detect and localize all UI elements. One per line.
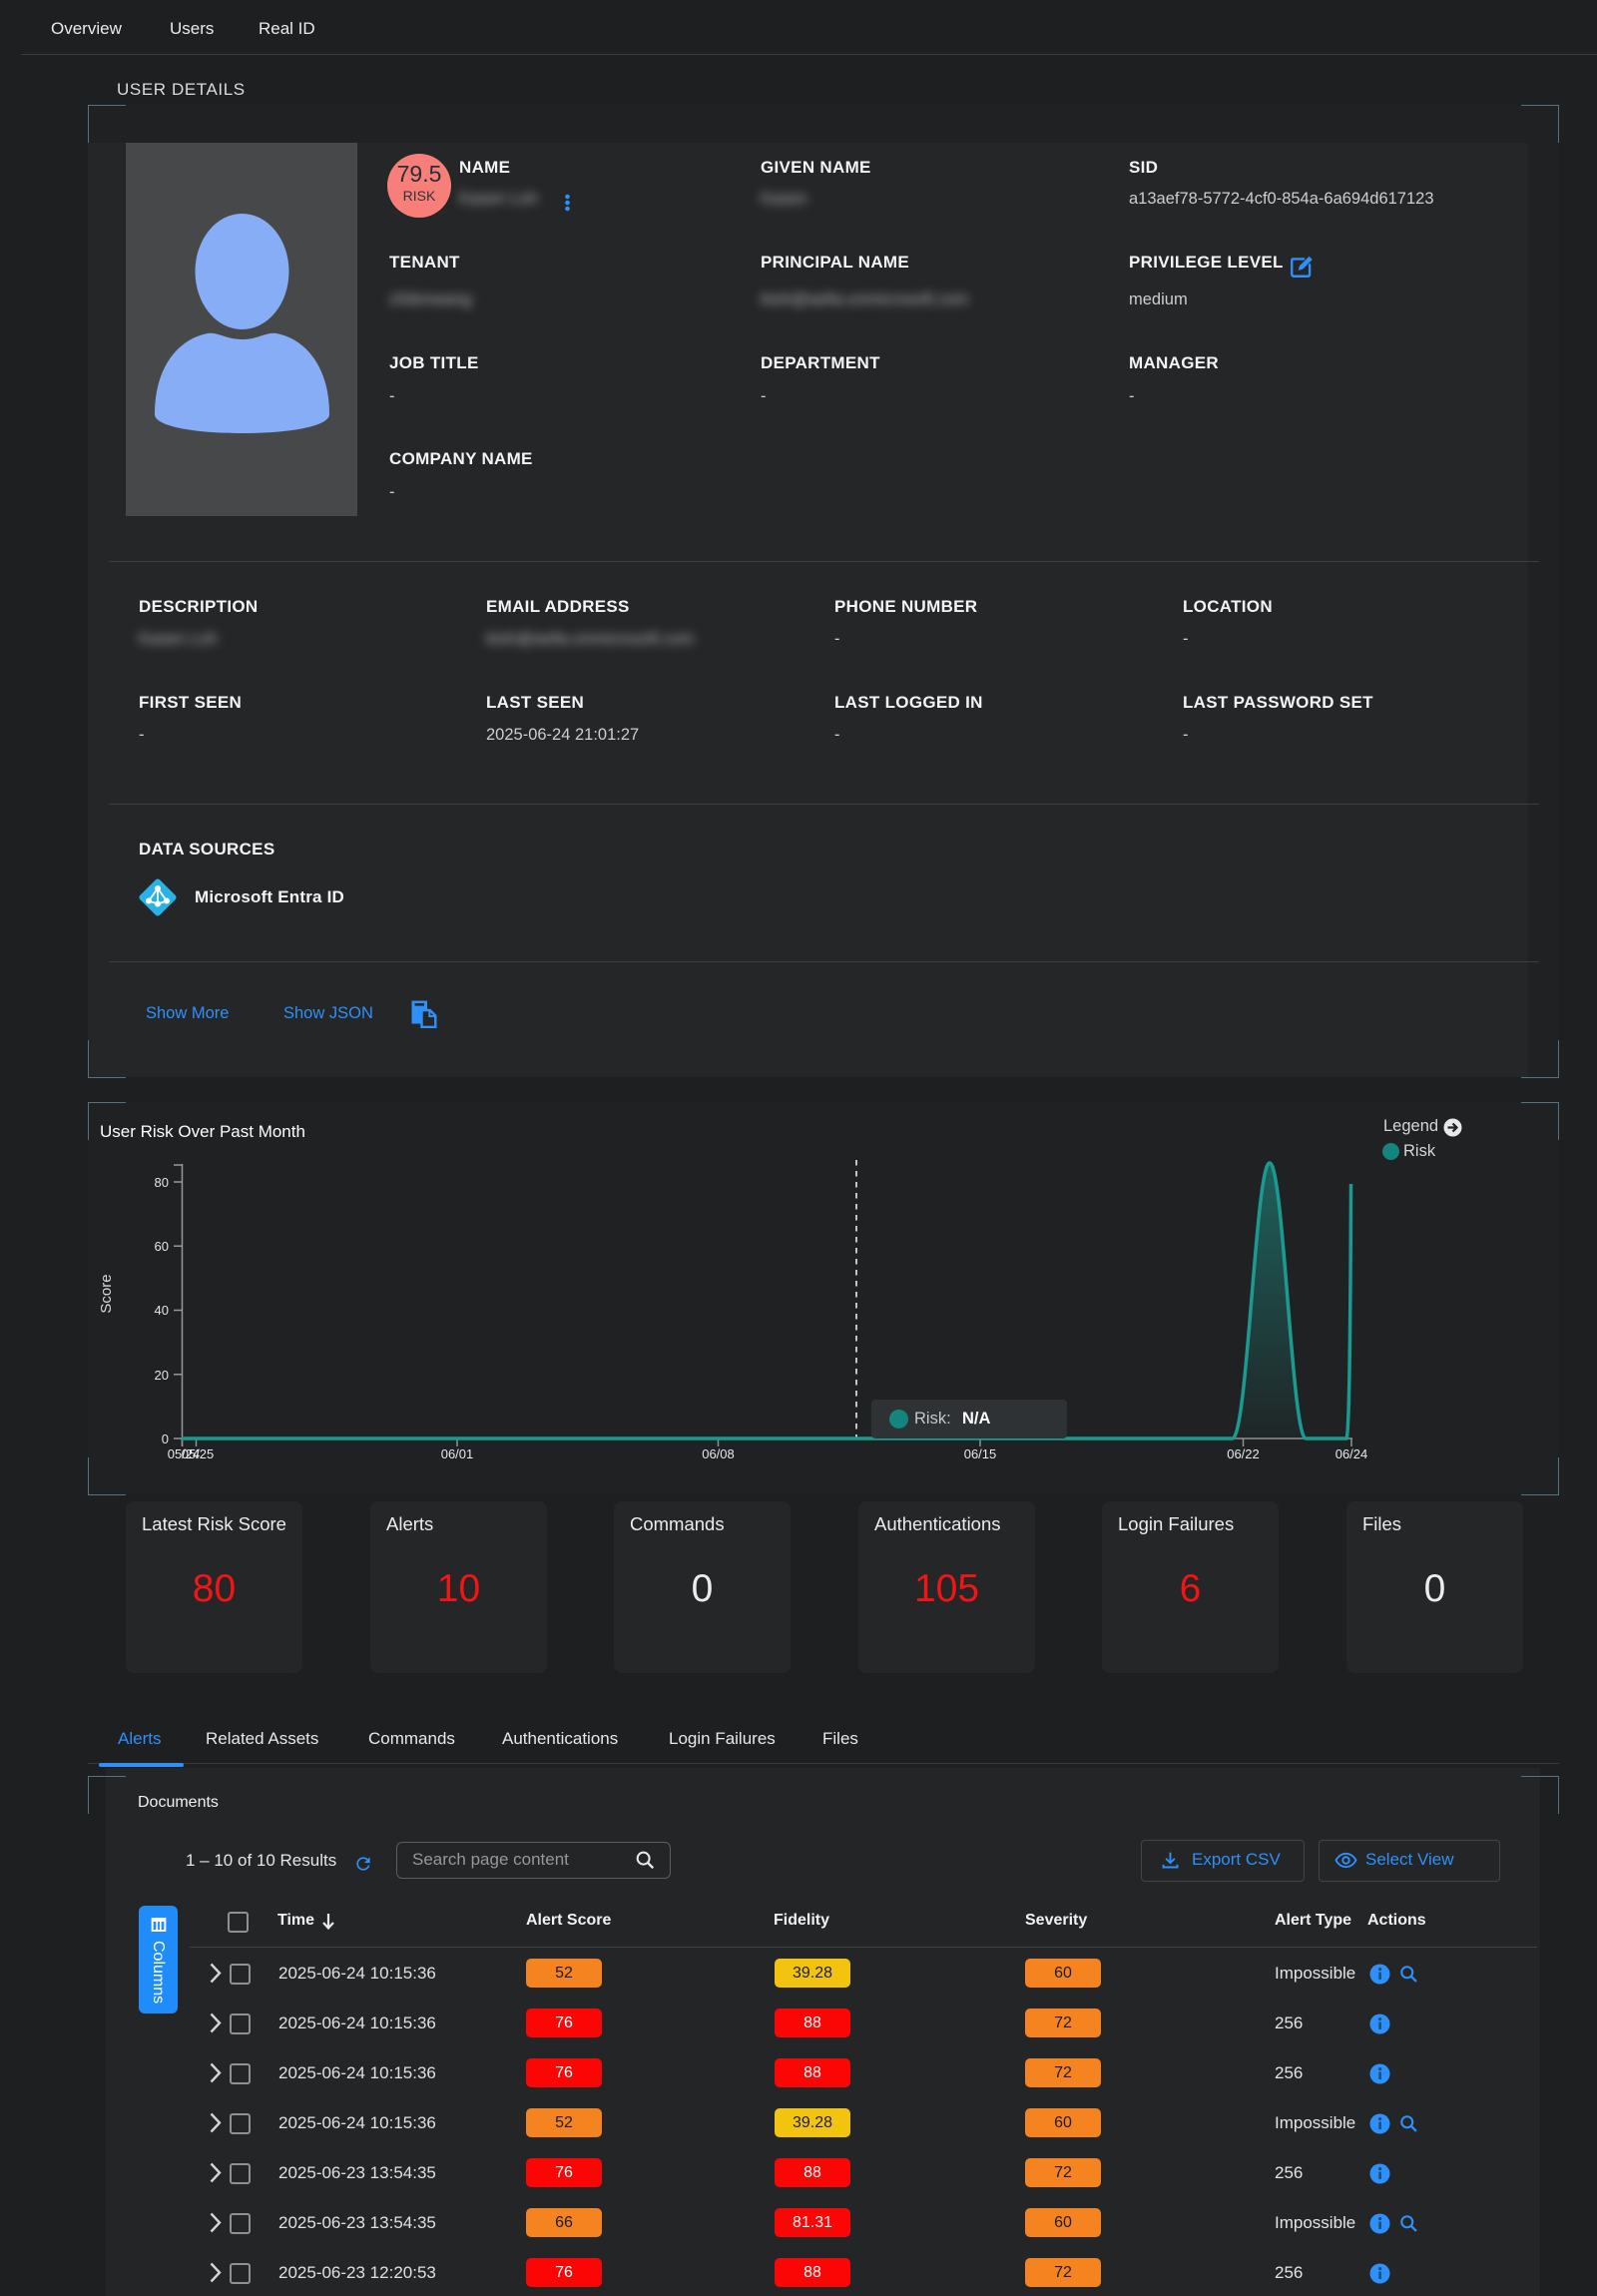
svg-text:06/08: 06/08 xyxy=(702,1446,735,1461)
svg-text:Score: Score xyxy=(98,1274,115,1313)
svg-text:06/15: 06/15 xyxy=(964,1446,997,1461)
svg-text:80: 80 xyxy=(155,1175,169,1190)
svg-text:06/01: 06/01 xyxy=(441,1446,474,1461)
svg-text:60: 60 xyxy=(155,1239,169,1254)
svg-text:40: 40 xyxy=(155,1303,169,1318)
svg-text:06/24: 06/24 xyxy=(1335,1446,1368,1461)
svg-text:0: 0 xyxy=(162,1432,169,1446)
svg-text:20: 20 xyxy=(155,1368,169,1383)
svg-text:06/22: 06/22 xyxy=(1227,1446,1260,1461)
svg-text:05/24: 05/24 xyxy=(168,1446,201,1461)
svg-text:05/25: 05/25 xyxy=(182,1446,215,1461)
